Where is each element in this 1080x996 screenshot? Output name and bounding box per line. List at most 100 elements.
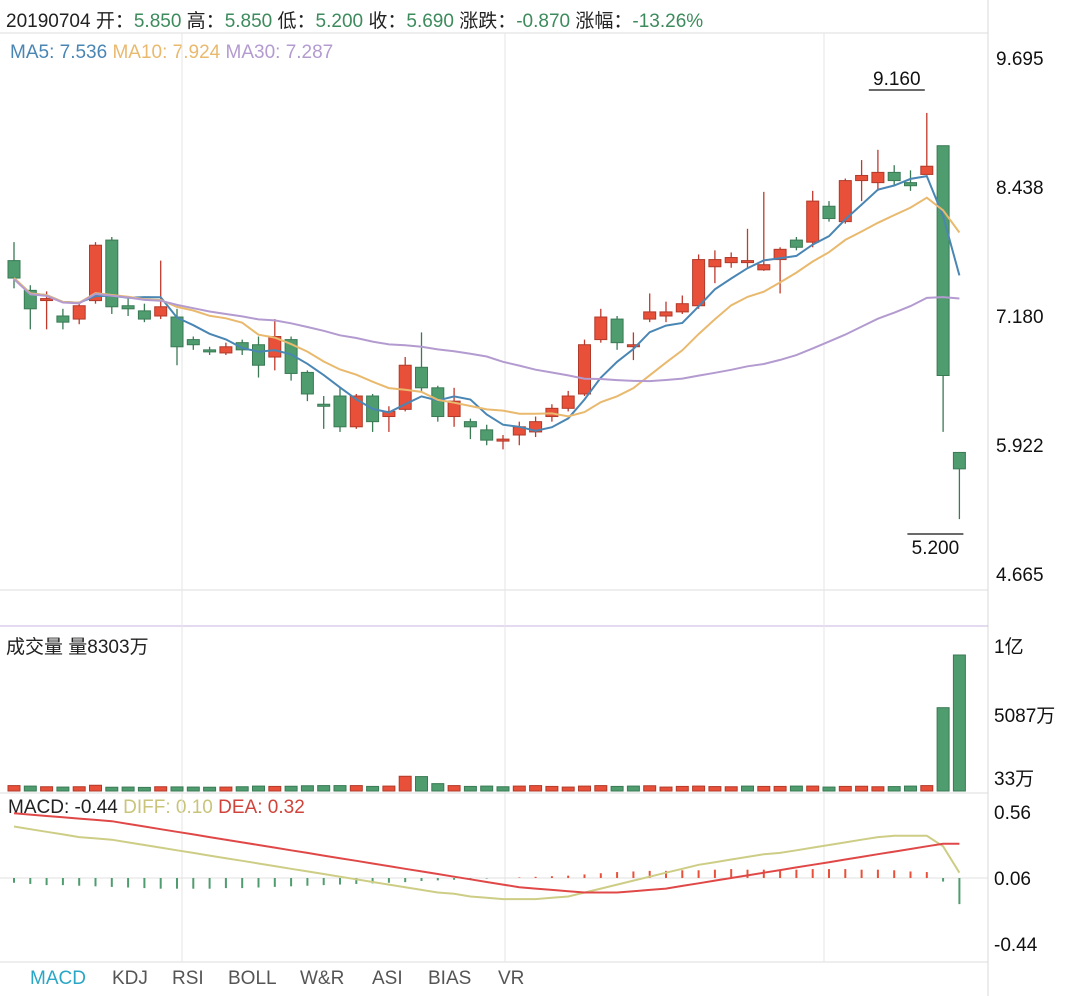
volume-bar [545, 785, 559, 792]
candle-body [610, 318, 624, 344]
tab-vr[interactable]: VR [498, 968, 525, 989]
candle-body [219, 346, 233, 354]
volume-bar [382, 785, 396, 792]
volume-bar [675, 785, 689, 792]
volume-bar [219, 786, 233, 792]
candle-body [871, 171, 885, 184]
candle-body [724, 257, 738, 264]
candle-body [855, 174, 869, 182]
candle-body [154, 306, 168, 317]
tab-wr[interactable]: W&R [300, 968, 345, 989]
volume-bar [154, 786, 168, 792]
macd-label: MACD: [8, 797, 70, 818]
volume-bar [822, 786, 836, 792]
ma10-value: 7.924 [172, 42, 221, 63]
candle-body [757, 264, 771, 271]
candle-body [40, 298, 54, 302]
pct-label: 涨幅： [575, 11, 633, 32]
volume-bar [871, 786, 885, 792]
candle-body [121, 305, 135, 310]
volume-bar [300, 785, 314, 792]
volume-bar [366, 785, 380, 792]
volume-bar [529, 785, 543, 792]
volume-bar [463, 785, 477, 792]
diff-label: DIFF: [123, 797, 171, 818]
candle-body [594, 316, 608, 341]
tab-rsi[interactable]: RSI [172, 968, 204, 989]
candle-body [333, 395, 347, 428]
volume-bar [724, 786, 738, 792]
volume-bar [137, 786, 151, 792]
ma-legend: MA5: 7.536 MA10: 7.924 MA30: 7.287 [10, 42, 333, 64]
volume-bar [268, 785, 282, 792]
ma30-label: MA30: [225, 42, 281, 63]
candle-body [496, 438, 510, 442]
candle-body [741, 260, 754, 264]
volume-bar [610, 785, 624, 792]
candle-body [56, 315, 70, 323]
candle-body [887, 171, 901, 182]
candle-body [904, 182, 917, 187]
low-value: 5.200 [315, 11, 364, 32]
candle-body [105, 239, 119, 308]
volume-bar [952, 654, 966, 792]
indicator-tabs: MACD KDJ RSI BOLL W&R ASI BIAS VR [0, 964, 990, 996]
volume-bar [741, 785, 754, 792]
volume-bar [920, 785, 934, 792]
ma10-line [13, 196, 961, 418]
candle-body [675, 303, 689, 313]
candle-body [692, 259, 706, 307]
candle-body [806, 200, 820, 243]
candle-body [203, 349, 217, 353]
candle-body [284, 339, 298, 374]
volume-bar [284, 785, 298, 792]
candle-body [561, 395, 575, 409]
volume-bar [561, 786, 575, 792]
dea-value: 0.32 [267, 797, 305, 818]
candle-body [137, 310, 151, 320]
ma5-label: MA5: [10, 42, 55, 63]
tab-boll[interactable]: BOLL [228, 968, 277, 989]
candle-body [235, 342, 249, 351]
volume-bar [757, 785, 771, 792]
tab-bias[interactable]: BIAS [428, 968, 472, 989]
candle-body [789, 239, 803, 248]
volume-bar [789, 785, 803, 792]
price-tick-label: 5.922 [996, 436, 1044, 457]
candle-body [952, 451, 966, 470]
volume-bar [708, 786, 722, 792]
tab-asi[interactable]: ASI [372, 968, 403, 989]
macd-value: -0.44 [74, 797, 118, 818]
candle-body [7, 260, 21, 279]
price-tick-label: 8.438 [996, 178, 1044, 199]
macd-header: MACD: -0.44 DIFF: 0.10 DEA: 0.32 [8, 797, 305, 819]
candle-body [398, 364, 412, 410]
volume-bar [806, 785, 820, 792]
volume-bar [496, 786, 510, 792]
ma10-label: MA10: [112, 42, 168, 63]
change-value: -0.870 [516, 11, 571, 32]
candle-body [170, 316, 184, 348]
volume-bar [431, 783, 445, 792]
change-label: 涨跌： [459, 11, 517, 32]
candle-body [626, 344, 640, 348]
candle-body [349, 395, 363, 428]
ma5-value: 7.536 [59, 42, 108, 63]
volume-bar [415, 776, 428, 792]
close-label: 收： [368, 11, 407, 32]
volume-bar [252, 785, 265, 792]
quote-bar: 20190704 开：5.850 高：5.850 低：5.200 收：5.690… [6, 6, 703, 33]
high-label: 高： [186, 11, 225, 32]
tab-macd[interactable]: MACD [30, 968, 86, 989]
volume-bar [121, 786, 135, 792]
candle-body [300, 371, 314, 395]
candle-body [773, 248, 787, 261]
candle-body [415, 366, 428, 389]
min-price-label: 5.200 [912, 538, 960, 559]
macd-tick-label: 0.56 [994, 803, 1031, 824]
price-tick-label: 9.695 [996, 49, 1044, 70]
price-tick-label: 4.665 [996, 565, 1044, 586]
tab-kdj[interactable]: KDJ [112, 968, 148, 989]
volume-bar [23, 785, 37, 792]
volume-bar [105, 786, 119, 792]
